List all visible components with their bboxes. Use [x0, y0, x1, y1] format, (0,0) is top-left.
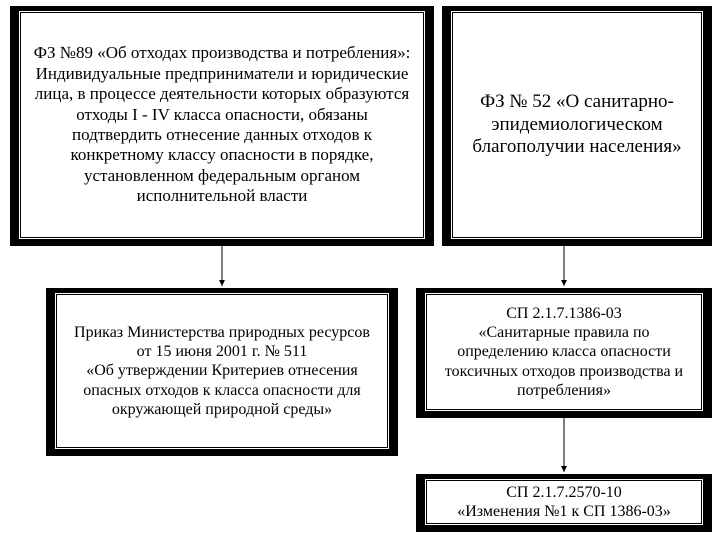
arrow-fz89-to-order511: [0, 0, 720, 540]
